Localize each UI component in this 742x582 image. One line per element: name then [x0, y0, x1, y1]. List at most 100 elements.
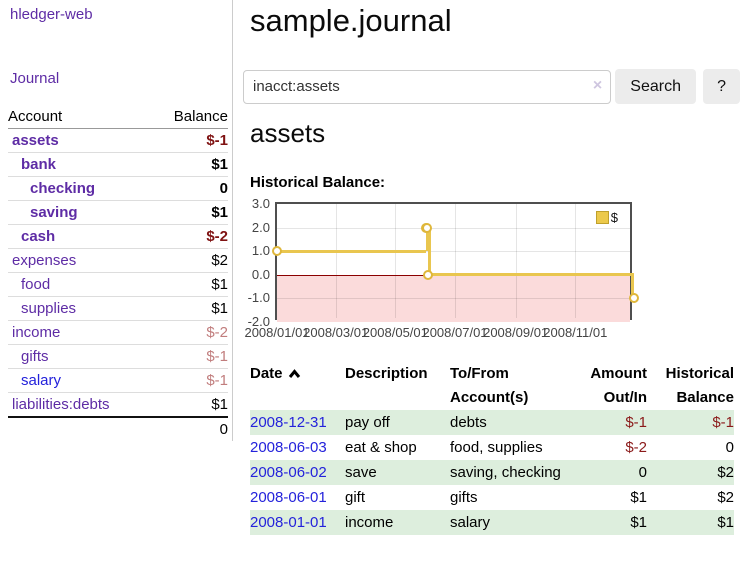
chart-gridline [277, 227, 630, 229]
clear-search-icon[interactable]: × [592, 76, 603, 94]
sidebar-account-link[interactable]: saving [30, 204, 78, 221]
transaction-row[interactable]: 2008-06-03 eat & shop food, supplies $-2 0 [250, 435, 734, 460]
sidebar-account-balance: $1 [151, 392, 228, 418]
txn-description: pay off [345, 414, 390, 431]
txn-header-balance[interactable]: Historical Balance [665, 365, 734, 406]
chart-negative-region [277, 274, 630, 322]
txn-date-link[interactable]: 2008-12-31 [250, 414, 327, 431]
sidebar-account-row: supplies $1 [8, 296, 228, 321]
x-axis-tick-label: 2008/05/01 [362, 325, 428, 340]
accounts-table-header: Account Balance [8, 105, 228, 129]
chart-gridline [575, 204, 577, 318]
sidebar-item-journal[interactable]: Journal [10, 70, 60, 87]
x-axis-tick-label: 2008/03/01 [303, 325, 369, 340]
sort-ascending-icon [288, 369, 300, 378]
accounts-header-balance: Balance [151, 105, 228, 129]
chart-legend: $ [595, 210, 618, 225]
search-form: × Search ? [243, 69, 740, 104]
sidebar-account-link[interactable]: food [21, 276, 51, 293]
sidebar-account-row: liabilities:debts $1 [8, 392, 228, 418]
txn-accounts: saving, checking [450, 464, 561, 481]
txn-date-link[interactable]: 2008-06-01 [250, 489, 327, 506]
x-axis-tick-label: 2008/07/01 [422, 325, 488, 340]
transaction-row[interactable]: 2008-01-01 income salary $1 $1 [250, 510, 734, 535]
txn-amount: $1 [630, 489, 647, 506]
txn-header-amount[interactable]: Amount Out/In [590, 365, 647, 406]
accounts-table: Account Balance assets $-1 bank $1 checking 0… [8, 105, 228, 441]
y-axis-tick-label: 1.0 [251, 243, 270, 259]
txn-balance: 0 [725, 439, 734, 456]
chart-gridline [335, 204, 337, 318]
sidebar-account-balance: $1 [151, 272, 228, 297]
txn-date-link[interactable]: 2008-06-03 [250, 439, 327, 456]
accounts-total-balance: 0 [219, 421, 228, 438]
chart-gridline [277, 251, 630, 253]
legend-label: $ [610, 210, 618, 225]
sidebar-account-balance: $1 [151, 152, 228, 177]
txn-amount: $-1 [625, 414, 647, 431]
sidebar-account-link[interactable]: cash [21, 228, 56, 245]
txn-balance: $2 [717, 464, 734, 481]
search-input[interactable] [243, 69, 612, 104]
sidebar-account-link[interactable]: supplies [21, 300, 77, 317]
x-axis-tick-label: 2008/01/01 [244, 325, 310, 340]
chart-data-point [422, 269, 433, 280]
sidebar-account-balance: $-2 [151, 224, 228, 249]
sidebar-account-balance: 0 [151, 176, 228, 201]
sidebar-account-row: expenses $2 [8, 248, 228, 273]
txn-header-description[interactable]: Description [345, 365, 428, 382]
sidebar-account-balance: $1 [151, 200, 228, 225]
txn-accounts: gifts [450, 489, 478, 506]
txn-balance: $1 [717, 514, 734, 531]
transaction-row[interactable]: 2008-06-01 gift gifts $1 $2 [250, 485, 734, 510]
txn-header-date[interactable]: Date [250, 362, 345, 410]
txn-description: gift [345, 489, 366, 506]
sidebar-account-row: income $-2 [8, 320, 228, 345]
txn-date-link[interactable]: 2008-01-01 [250, 514, 327, 531]
sidebar-account-link[interactable]: gifts [21, 348, 49, 365]
txn-date-link[interactable]: 2008-06-02 [250, 464, 327, 481]
sidebar-account-link[interactable]: salary [21, 372, 62, 389]
chart-gridline [455, 204, 456, 318]
sidebar-account-balance: $-1 [151, 368, 228, 393]
chart-line-segment [425, 227, 429, 252]
chart-line-segment [427, 227, 431, 275]
txn-description: save [345, 464, 377, 481]
sidebar-account-balance: $2 [151, 248, 228, 273]
app-title-link[interactable]: hledger-web [10, 6, 93, 23]
main-content: sample.journal × Search ? assets Histori… [243, 0, 740, 582]
sidebar-account-balance: $1 [151, 296, 228, 321]
txn-description: income [345, 514, 394, 531]
y-axis-tick-label: 0.0 [251, 266, 270, 282]
accounts-header-account: Account [8, 105, 152, 129]
sidebar-account-link[interactable]: liabilities:debts [12, 396, 110, 413]
sidebar-account-row: gifts $-1 [8, 344, 228, 369]
y-axis-tick-label: 3.0 [251, 196, 270, 211]
sidebar-account-balance: $-2 [151, 320, 228, 345]
sidebar-account-row: saving $1 [8, 200, 228, 225]
txn-accounts: salary [450, 514, 491, 531]
sidebar-account-link[interactable]: income [12, 324, 61, 341]
chart-line-segment [427, 273, 634, 277]
txn-accounts: debts [450, 414, 487, 431]
transaction-row[interactable]: 2008-06-02 save saving, checking 0 $2 [250, 460, 734, 485]
txn-accounts: food, supplies [450, 439, 543, 456]
sidebar-account-link[interactable]: bank [21, 156, 57, 173]
y-axis-tick-label: -2.0 [247, 314, 270, 329]
y-axis-tick-label: -1.0 [247, 290, 270, 306]
sidebar-account-row: bank $1 [8, 152, 228, 177]
txn-header-accounts[interactable]: To/From Account(s) [450, 365, 529, 406]
txn-balance: $-1 [712, 414, 734, 431]
help-button[interactable]: ? [703, 69, 740, 104]
legend-swatch-icon [595, 211, 609, 224]
page-title: sample.journal [250, 3, 452, 38]
search-button[interactable]: Search [615, 69, 697, 104]
sidebar-account-link[interactable]: assets [12, 132, 59, 149]
accounts-total-row: 0 [8, 417, 228, 441]
y-axis-tick-label: 2.0 [251, 219, 270, 235]
chart-title: Historical Balance: [250, 174, 386, 191]
transactions-table: Date Description To/From Account(s) Amou… [250, 362, 734, 535]
sidebar-account-link[interactable]: checking [30, 180, 96, 197]
sidebar-account-link[interactable]: expenses [12, 252, 77, 269]
transaction-row[interactable]: 2008-12-31 pay off debts $-1 $-1 [250, 410, 734, 435]
